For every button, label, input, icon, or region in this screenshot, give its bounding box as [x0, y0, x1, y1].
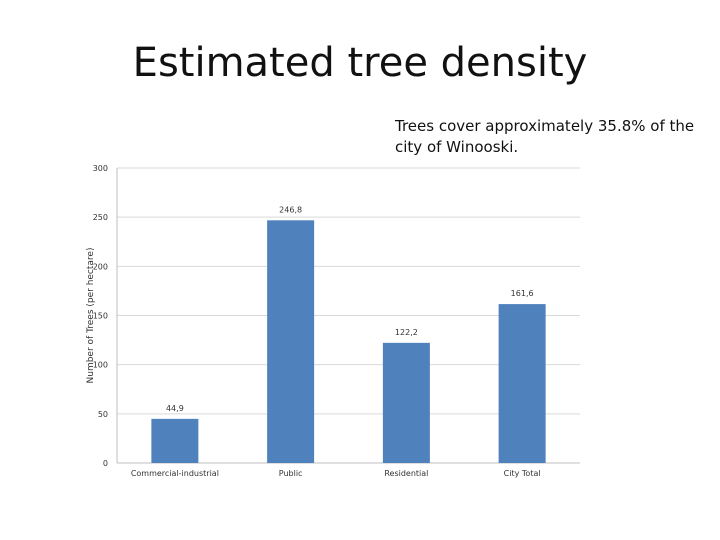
x-tick-label-0: Commercial-industrial	[131, 469, 219, 478]
y-tick-label-150: 150	[93, 312, 108, 321]
data-label-3: 161,6	[511, 289, 534, 298]
y-tick-label-300: 300	[93, 164, 108, 173]
bar-commercial-industrial	[151, 418, 199, 463]
y-axis-title: Number of Trees (per hectare)	[86, 248, 96, 384]
x-tick-label-1: Public	[279, 469, 303, 478]
y-tick-label-100: 100	[93, 361, 108, 370]
y-tick-label-200: 200	[93, 262, 108, 271]
data-label-0: 44,9	[166, 404, 184, 413]
labels: 0 50 100 150 200 250 300 44,9 Commercial-industr…	[93, 164, 541, 478]
data-label-1: 246,8	[279, 205, 302, 214]
tree-cover-annotation: Trees cover approximately 35.8% of the c…	[395, 117, 695, 156]
x-tick-label-2: Residential	[384, 469, 428, 478]
bar-city-total	[498, 304, 546, 463]
data-label-2: 122,2	[395, 328, 418, 337]
y-tick-label-0: 0	[103, 459, 108, 468]
bars	[151, 220, 546, 463]
slide-title: Estimated tree density	[132, 40, 588, 86]
y-tick-label-250: 250	[93, 213, 108, 222]
bar-public	[267, 220, 315, 463]
x-tick-label-3: City Total	[504, 469, 541, 478]
gridlines	[117, 167, 580, 415]
bar-residential	[382, 342, 430, 463]
y-tick-label-50: 50	[98, 410, 108, 419]
